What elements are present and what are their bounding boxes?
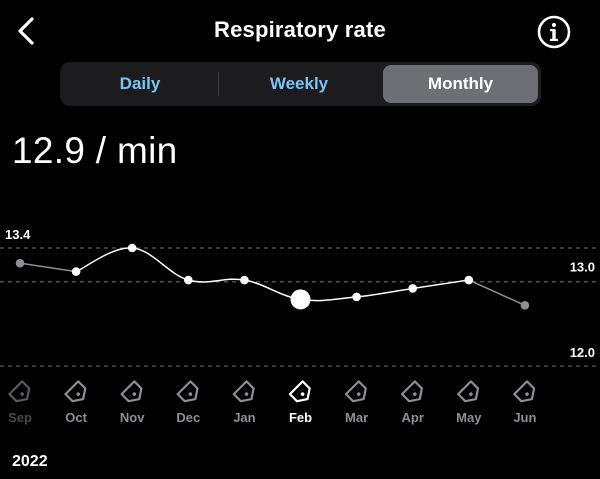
tag-icon[interactable]	[64, 380, 89, 405]
tag-icon-hole	[132, 392, 137, 396]
tab-daily[interactable]: Daily	[119, 74, 161, 93]
data-point-sep[interactable]	[15, 258, 25, 268]
tag-icon-outline	[288, 380, 311, 403]
y-tick-label: 13.0	[570, 260, 595, 275]
tag-icon-outline	[457, 380, 480, 403]
x-tick-label-jan[interactable]: Jan	[233, 410, 255, 425]
tag-icon-outline	[120, 380, 143, 403]
tag-icon-hole	[20, 392, 24, 396]
tag-icon-outline	[64, 380, 87, 403]
tag-icon-hole	[356, 392, 361, 396]
period-selector: Daily Weekly Monthly	[60, 62, 541, 106]
data-point-jun[interactable]	[520, 301, 530, 310]
series-line	[75, 247, 469, 302]
tag-icon-hole	[244, 392, 249, 396]
tag-icon[interactable]	[176, 380, 202, 405]
tag-icon[interactable]	[288, 380, 314, 405]
y-tick-label: 12.0	[570, 345, 595, 360]
tag-icon[interactable]	[513, 380, 538, 405]
tag-icon-outline	[8, 380, 31, 403]
chevron-left-icon	[18, 17, 34, 45]
tag-icon-outline	[232, 380, 255, 403]
top-bar: Respiratory rate	[0, 0, 600, 62]
tag-icon[interactable]	[120, 380, 146, 405]
y-tick-label: 13.4	[5, 227, 31, 242]
tag-icon-outline	[344, 380, 367, 403]
tag-icon[interactable]	[232, 380, 258, 405]
data-point-feb[interactable]	[290, 289, 311, 310]
year-label: 2022	[12, 453, 48, 470]
info-circle-icon	[537, 15, 571, 49]
x-tick-label-feb[interactable]: Feb	[289, 410, 312, 425]
tag-icon-outline	[176, 380, 199, 403]
tag-icon-hole	[300, 392, 305, 396]
summary-value: 12.9 / min	[12, 130, 178, 171]
tag-icon-hole	[413, 392, 417, 396]
x-tick-label-nov[interactable]: Nov	[120, 410, 145, 425]
tag-icon-hole	[76, 392, 81, 396]
tag-icon[interactable]	[457, 380, 482, 405]
tag-icon-outline	[513, 380, 536, 403]
tag-icon-hole	[188, 392, 193, 396]
tab-divider	[218, 72, 219, 96]
series-line-dim	[19, 262, 77, 273]
back-button[interactable]	[12, 14, 42, 48]
info-button[interactable]	[536, 14, 572, 50]
series-line-dim	[468, 279, 526, 306]
tab-monthly[interactable]: Monthly	[383, 65, 538, 103]
tag-icon-hole	[469, 392, 473, 396]
data-point-may[interactable]	[464, 275, 474, 285]
x-tick-label-mar[interactable]: Mar	[345, 410, 368, 425]
x-tick-label-may[interactable]: May	[456, 410, 482, 425]
x-tick-label-jun[interactable]: Jun	[513, 410, 536, 425]
data-point-oct[interactable]	[71, 267, 81, 276]
x-tick-label-oct[interactable]: Oct	[65, 410, 87, 425]
tag-icon[interactable]	[8, 380, 33, 405]
x-tick-label-sep[interactable]: Sep	[8, 410, 32, 425]
tab-weekly[interactable]: Weekly	[269, 74, 329, 93]
tag-icon[interactable]	[344, 380, 370, 405]
page-title: Respiratory rate	[214, 17, 386, 42]
tag-icon[interactable]	[400, 380, 426, 405]
data-point-mar[interactable]	[352, 292, 361, 302]
data-point-apr[interactable]	[408, 284, 418, 293]
tag-icon-hole	[525, 392, 529, 396]
data-point-dec[interactable]	[184, 275, 193, 285]
x-tick-label-dec[interactable]: Dec	[176, 410, 200, 425]
data-point-jan[interactable]	[240, 275, 249, 285]
tag-icon-outline	[400, 380, 423, 403]
x-tick-label-apr[interactable]: Apr	[402, 410, 424, 425]
respiratory-rate-chart: 13.4 13.0 12.0 Sep Oct Nov Dec Jan Feb Mar Apr May J…	[0, 227, 600, 425]
data-point-nov[interactable]	[127, 243, 137, 253]
